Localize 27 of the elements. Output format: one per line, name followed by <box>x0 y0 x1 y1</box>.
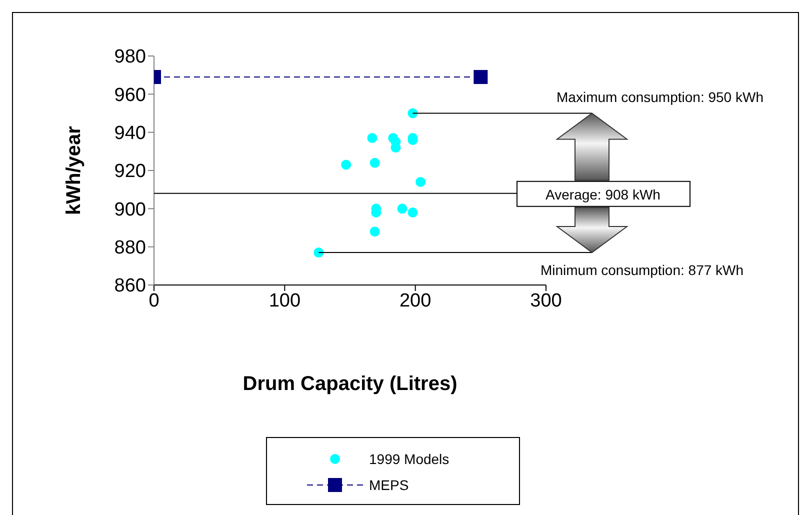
y-axis-title: kWh/year <box>63 126 85 215</box>
y-tick-label: 960 <box>114 84 146 106</box>
point <box>408 108 418 118</box>
y-tick-label: 940 <box>114 123 146 144</box>
annotation: Minimum consumption: 877 kWh <box>540 262 744 278</box>
point <box>416 176 426 187</box>
point <box>370 226 380 237</box>
legend-label: MEPS <box>369 477 409 493</box>
x-tick-label: 100 <box>268 290 301 312</box>
x-tick-label: 300 <box>530 290 562 312</box>
ref-line-label: Average: 908 kWh <box>546 186 660 202</box>
y-tick-label: 900 <box>114 199 146 220</box>
x-tick-label: 0 <box>148 290 160 312</box>
annotation: Maximum consumption: 950 kWh <box>556 89 764 105</box>
y-tick-label: 920 <box>114 161 146 182</box>
x-axis-title: Drum Capacity (Litres) <box>242 373 458 395</box>
point <box>408 207 418 218</box>
point <box>397 204 408 214</box>
legend-label: 1999 Models <box>369 451 450 467</box>
point <box>314 248 324 258</box>
point <box>370 158 380 168</box>
point <box>367 133 378 144</box>
y-tick-label: 860 <box>114 276 146 297</box>
x-tick-label: 200 <box>399 290 432 312</box>
point <box>341 160 352 170</box>
y-tick-label: 880 <box>114 238 146 259</box>
y-tick-label: 980 <box>114 46 146 68</box>
